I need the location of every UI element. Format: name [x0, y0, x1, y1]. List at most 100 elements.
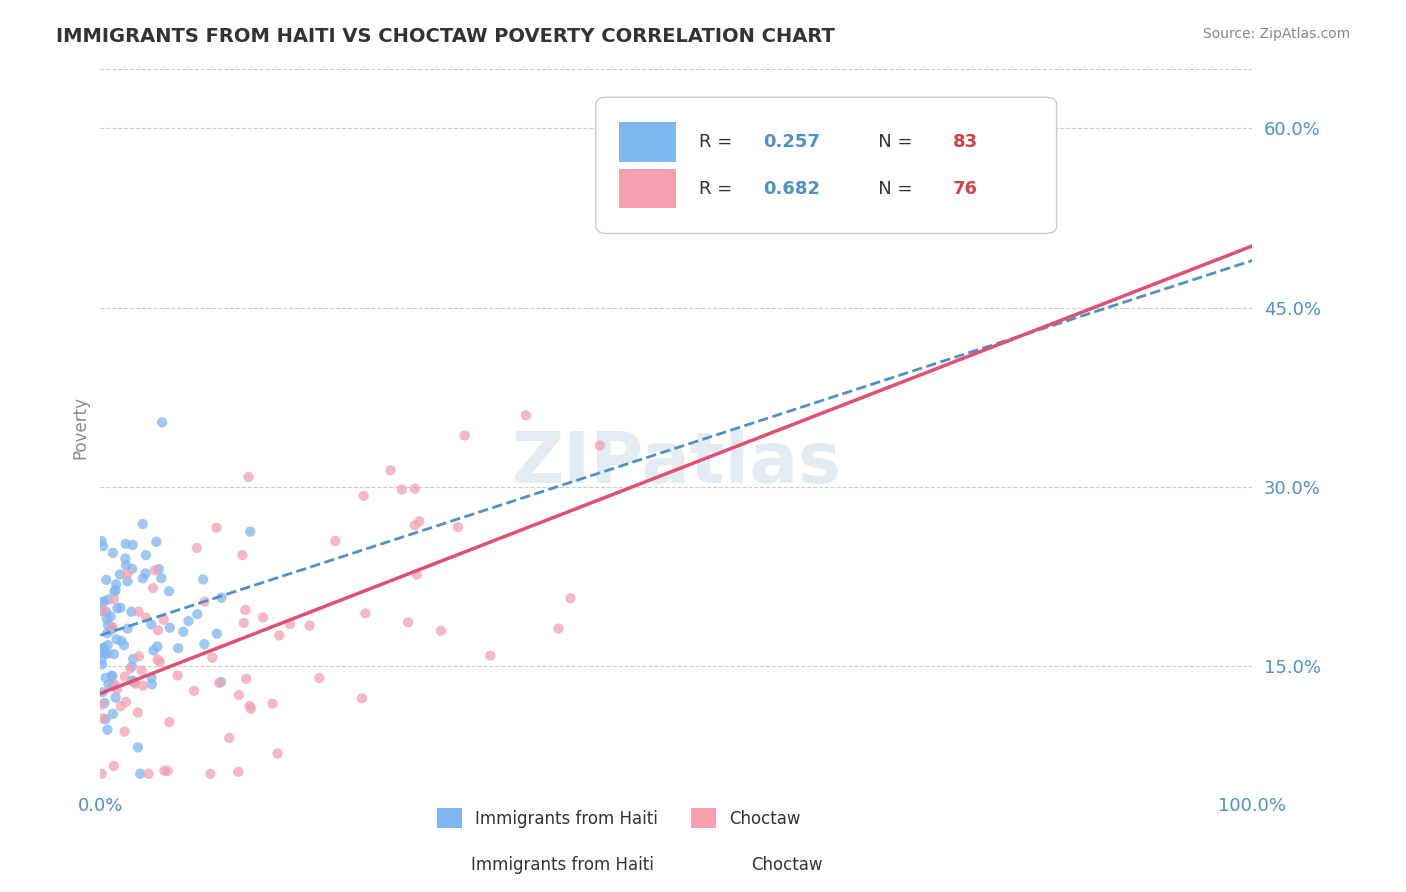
Immigrants from Haiti — [103, 585, 125, 599]
Immigrants from Haiti — [97, 638, 120, 652]
Immigrants from Haiti — [134, 566, 156, 581]
Immigrants from Haiti — [100, 609, 122, 624]
Choctaw — [405, 567, 427, 582]
Immigrants from Haiti — [104, 582, 127, 597]
Choctaw — [235, 672, 257, 686]
Choctaw — [232, 615, 254, 630]
Choctaw — [101, 620, 124, 634]
Choctaw — [430, 624, 453, 638]
Immigrants from Haiti — [90, 596, 112, 610]
Immigrants from Haiti — [209, 675, 232, 690]
Choctaw — [350, 691, 373, 706]
Immigrants from Haiti — [122, 652, 145, 666]
Immigrants from Haiti — [96, 612, 118, 626]
Choctaw — [90, 767, 112, 781]
Choctaw — [186, 541, 208, 555]
Text: N =: N = — [860, 180, 918, 198]
Choctaw — [238, 470, 260, 484]
Immigrants from Haiti — [129, 767, 152, 781]
Text: Source: ZipAtlas.com: Source: ZipAtlas.com — [1202, 27, 1350, 41]
Immigrants from Haiti — [105, 632, 128, 647]
Choctaw — [135, 611, 157, 625]
Choctaw — [278, 617, 301, 632]
Choctaw — [166, 668, 188, 682]
Immigrants from Haiti — [120, 605, 142, 619]
Choctaw — [143, 563, 166, 577]
Immigrants from Haiti — [100, 623, 122, 637]
Immigrants from Haiti — [104, 690, 127, 705]
Immigrants from Haiti — [103, 678, 125, 692]
Choctaw — [515, 409, 537, 423]
Immigrants from Haiti — [193, 637, 215, 651]
Choctaw — [149, 655, 172, 669]
Text: Immigrants from Haiti: Immigrants from Haiti — [471, 856, 654, 874]
Immigrants from Haiti — [94, 647, 117, 661]
Choctaw — [183, 683, 205, 698]
Immigrants from Haiti — [93, 696, 115, 710]
Immigrants from Haiti — [117, 622, 139, 636]
Immigrants from Haiti — [93, 594, 115, 608]
Immigrants from Haiti — [91, 645, 114, 659]
Choctaw — [194, 595, 217, 609]
Immigrants from Haiti — [121, 673, 143, 688]
Immigrants from Haiti — [114, 537, 136, 551]
Choctaw — [560, 591, 582, 606]
Text: N =: N = — [860, 133, 918, 151]
Immigrants from Haiti — [97, 677, 120, 691]
Choctaw — [235, 603, 257, 617]
Immigrants from Haiti — [108, 567, 131, 582]
Choctaw — [117, 566, 139, 581]
Choctaw — [239, 702, 262, 716]
Choctaw — [132, 679, 155, 693]
Text: R =: R = — [699, 180, 738, 198]
Choctaw — [447, 520, 470, 534]
Choctaw — [479, 648, 502, 663]
Immigrants from Haiti — [127, 740, 149, 755]
Choctaw — [391, 483, 413, 497]
Immigrants from Haiti — [91, 641, 114, 656]
Choctaw — [454, 428, 477, 442]
Immigrants from Haiti — [101, 669, 124, 683]
Choctaw — [142, 581, 165, 595]
Choctaw — [138, 767, 160, 781]
Choctaw — [238, 698, 260, 713]
Choctaw — [114, 724, 136, 739]
Choctaw — [156, 764, 179, 778]
Choctaw — [218, 731, 240, 745]
Immigrants from Haiti — [91, 685, 114, 699]
Immigrants from Haiti — [146, 640, 169, 654]
Choctaw — [120, 661, 142, 675]
Choctaw — [589, 439, 612, 453]
Immigrants from Haiti — [91, 604, 114, 618]
Text: 0.257: 0.257 — [763, 133, 820, 151]
Immigrants from Haiti — [186, 607, 208, 622]
Immigrants from Haiti — [142, 643, 165, 657]
Immigrants from Haiti — [135, 548, 157, 562]
Legend: Immigrants from Haiti, Choctaw: Immigrants from Haiti, Choctaw — [430, 801, 807, 835]
Choctaw — [252, 610, 274, 624]
Choctaw — [354, 607, 377, 621]
Immigrants from Haiti — [141, 617, 163, 632]
Immigrants from Haiti — [101, 621, 124, 635]
Immigrants from Haiti — [110, 633, 132, 648]
Choctaw — [228, 688, 250, 702]
Immigrants from Haiti — [114, 551, 136, 566]
Immigrants from Haiti — [159, 621, 181, 635]
Immigrants from Haiti — [132, 571, 155, 585]
Immigrants from Haiti — [96, 626, 118, 640]
Text: Choctaw: Choctaw — [752, 856, 823, 874]
Choctaw — [201, 650, 224, 665]
Immigrants from Haiti — [141, 677, 163, 691]
Immigrants from Haiti — [94, 671, 117, 685]
Immigrants from Haiti — [167, 641, 190, 656]
Immigrants from Haiti — [239, 524, 262, 539]
Choctaw — [157, 715, 180, 730]
Choctaw — [124, 676, 146, 690]
Choctaw — [146, 624, 169, 638]
Choctaw — [547, 622, 569, 636]
Choctaw — [93, 603, 115, 617]
Text: 76: 76 — [953, 180, 979, 198]
Immigrants from Haiti — [93, 640, 115, 655]
Immigrants from Haiti — [91, 539, 114, 553]
Choctaw — [380, 463, 402, 477]
